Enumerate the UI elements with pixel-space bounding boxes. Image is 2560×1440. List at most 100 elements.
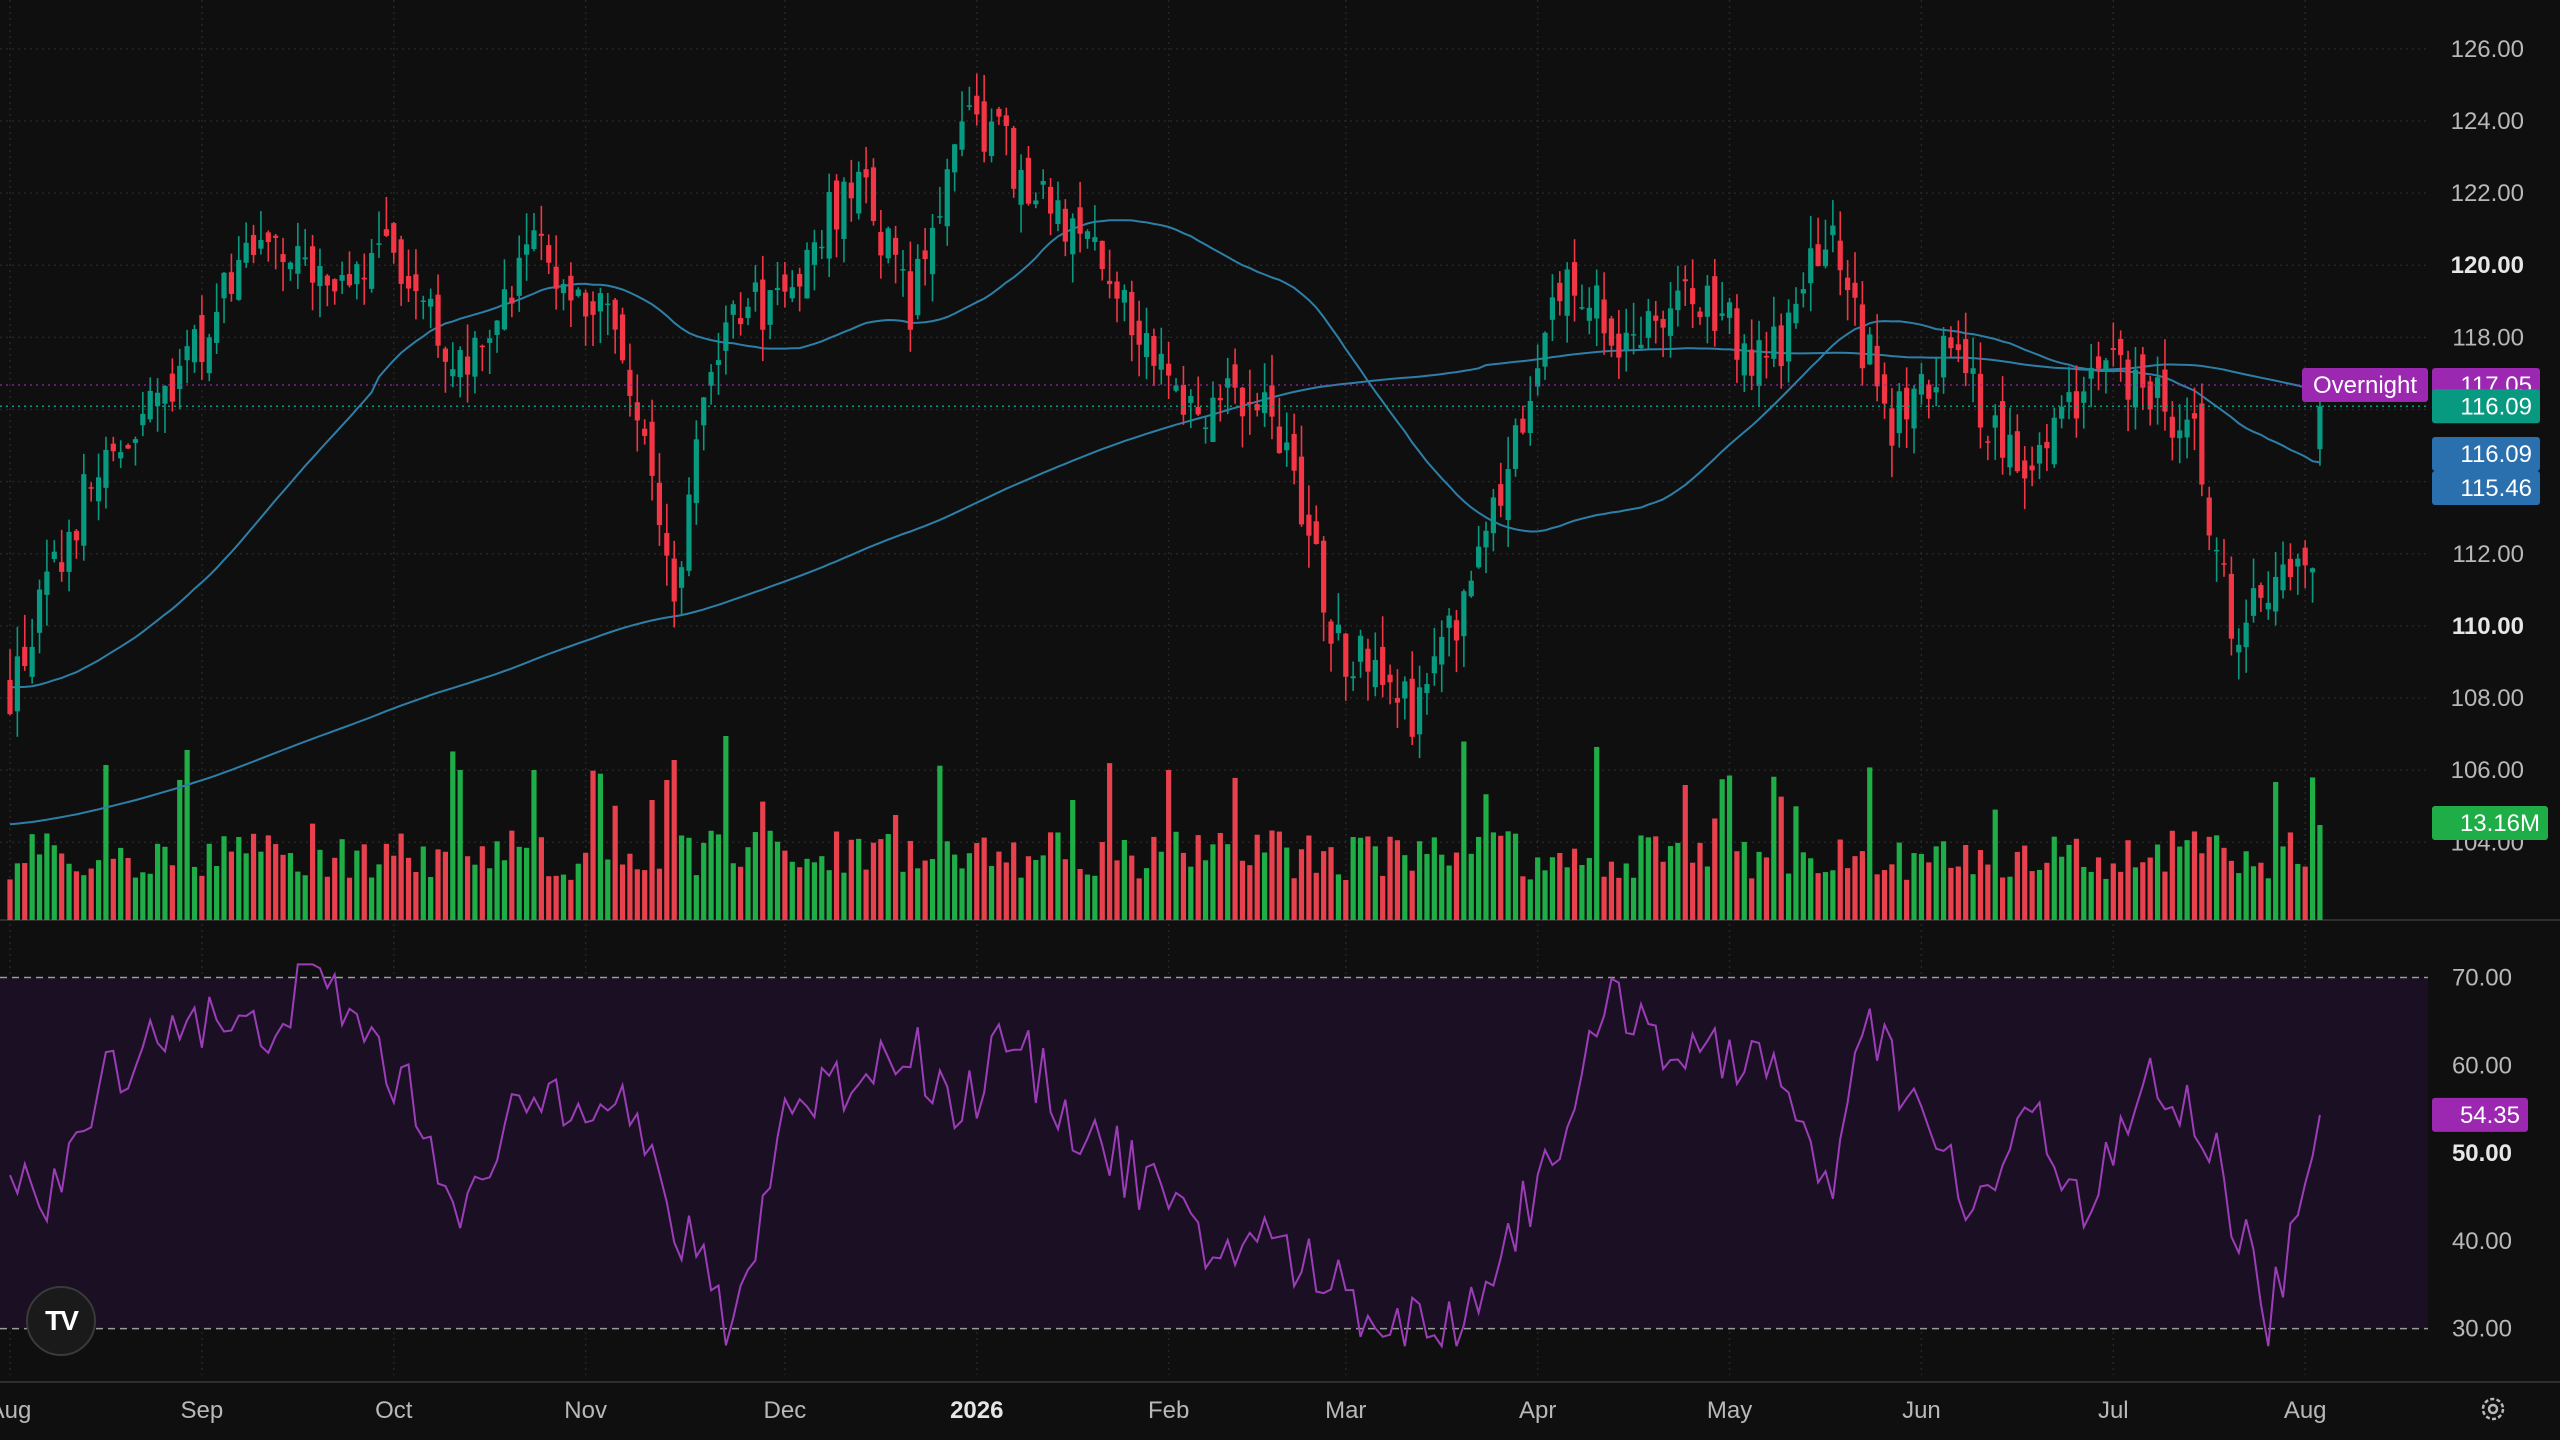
volume-bar [863,869,869,920]
volume-bar [1631,877,1637,920]
candle [1298,425,1305,527]
volume-bar [1003,862,1009,920]
candle [1011,125,1017,198]
volume-bar [1719,779,1725,920]
volume-bar [273,844,279,920]
candle [819,230,825,260]
candle [1601,272,1607,355]
candle [2206,486,2212,551]
volume-bar [1594,746,1600,920]
candle [302,229,308,266]
candle [693,420,699,525]
candle [1143,307,1150,380]
candle [1712,259,1718,347]
candle [1055,181,1061,232]
candle [959,91,965,157]
volume-bar [1852,856,1858,920]
volume-bar [1011,842,1017,920]
volume-bar [2309,777,2316,920]
volume-bar [339,839,345,920]
candle [464,324,471,403]
candle [2007,407,2013,476]
candle [1416,665,1423,759]
candle [1380,616,1386,698]
volume-bar [2095,857,2102,920]
rsi-axis[interactable]: 30.00 40.00 50.00 60.00 70.00 [2452,965,2512,1343]
volume-bar [1542,870,1548,920]
volume-bar [597,773,603,920]
volume-bar [1166,770,1172,920]
volume-bar [221,836,227,920]
volume-bar [1564,867,1570,920]
candle [162,385,168,433]
candle [878,209,884,279]
candle [1077,181,1083,253]
volume-bar [332,857,338,920]
candle [2250,558,2257,623]
candle [516,235,522,312]
volume-bar [2236,873,2242,920]
volume-bar [1180,852,1187,920]
settings-gear-icon[interactable] [2478,1394,2508,1424]
candle [1985,435,1991,461]
volume-bar [1822,872,1829,920]
candle [413,249,419,320]
volume-bar [856,838,862,920]
volume-bar [1704,866,1710,920]
candle [44,539,50,626]
volume-bar [1653,836,1659,920]
price-tick-label: 112.00 [2452,541,2524,568]
volume-bar [258,851,264,920]
volume-bar [14,863,20,920]
volume-bar [701,842,707,920]
volume-bar [125,858,131,920]
volume-bar [1520,876,1526,920]
volume-bar [2014,851,2020,920]
candle [29,618,35,684]
candle [457,346,463,398]
volume-bar [376,864,382,920]
candle [937,186,943,224]
candle [590,291,596,346]
candle [2273,552,2279,626]
volume-bar [110,858,116,920]
time-axis[interactable]: Aug Sep Oct Nov Dec 2026 Feb Mar Apr May Jun Jul Aug [0,1397,2327,1424]
volume-bar [619,864,626,920]
candle [730,300,736,339]
candle [2302,540,2308,589]
volume-bar [885,834,891,920]
candle [509,286,515,318]
candle [2154,356,2161,425]
tradingview-logo-icon[interactable]: TV [26,1286,96,1356]
candle [376,211,382,258]
candle [280,237,286,292]
volume-bar [1977,850,1984,920]
candle [738,292,744,336]
volume-bar [295,871,301,920]
price-tick-label: 106.00 [2451,757,2524,784]
candle [1476,525,1482,569]
volume-bar [693,875,699,920]
volume-bar [524,847,530,920]
candle [560,279,567,311]
candle [952,143,958,192]
time-tick-label: 2026 [950,1397,1003,1424]
volume-bar [1033,860,1039,920]
candle [2147,375,2153,426]
volume-bar [1040,855,1046,920]
candle [184,329,190,384]
candle [2265,571,2271,620]
candle [383,197,389,238]
candle [1321,536,1327,642]
candle [966,86,972,111]
candle [1933,356,1939,407]
volume-bar [583,852,589,920]
candle [81,453,87,561]
candle [863,146,869,204]
volume-bar [774,841,781,920]
candle [1357,629,1364,678]
volume-bar [1173,831,1179,920]
candle [1306,485,1312,568]
price-tick-label: 108.00 [2451,685,2524,712]
